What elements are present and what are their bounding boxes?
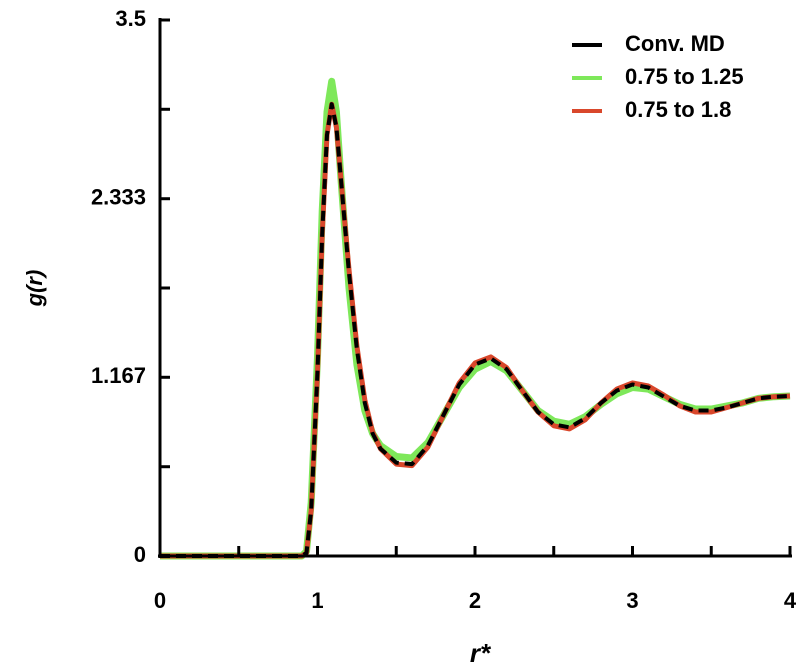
x-tick-label: 4 [784,588,797,613]
x-tick-label: 1 [311,588,323,613]
series-line [160,102,791,558]
series-line [160,77,791,560]
x-tick-label: 3 [626,588,638,613]
y-tick-label: 0 [134,542,146,567]
y-tick-label: 3.5 [115,6,146,31]
x-axis-label: r* [470,638,492,668]
legend-label: Conv. MD [625,31,725,56]
x-tick-label: 0 [154,588,166,613]
y-tick-label: 1.167 [91,363,146,388]
legend-label: 0.75 to 1.8 [625,97,731,122]
legend-label: 0.75 to 1.25 [625,64,744,89]
y-axis-label: g(r) [22,270,47,308]
x-tick-label: 2 [469,588,481,613]
series-line [160,101,791,559]
y-tick-label: 2.333 [91,185,146,210]
